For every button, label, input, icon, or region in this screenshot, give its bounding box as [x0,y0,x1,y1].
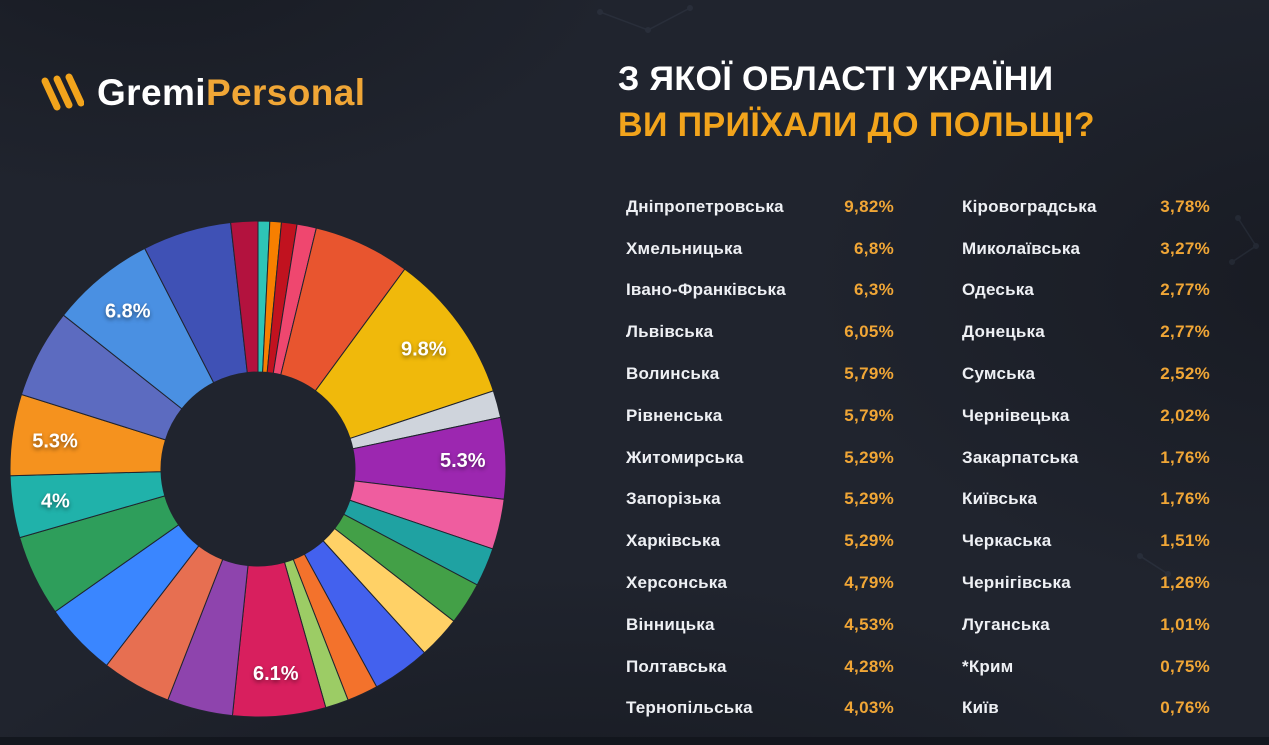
region-value: 2,77% [1160,322,1210,342]
region-value: 6,3% [854,280,894,300]
region-value: 6,05% [844,322,894,342]
region-row: Волинська 5,79% [626,353,894,395]
region-name: Хмельницька [626,238,743,258]
region-row: Херсонська 4,79% [626,562,894,604]
region-value: 3,78% [1160,196,1210,216]
region-name: Вінницька [626,614,715,634]
region-row: Рівненська 5,79% [626,395,894,437]
donut-segment-label: 5.3% [32,431,78,453]
region-name: Київська [962,489,1038,509]
donut-segment-label: 6.1% [253,663,299,685]
region-value: 4,79% [844,573,894,593]
region-name: Сумська [962,364,1036,384]
region-name: Закарпатська [962,447,1079,467]
regions-column-1: Дніпропетровська 9,82% Хмельницька 6,8% Іван… [626,186,894,729]
region-row: Тернопільська 4,03% [626,688,894,730]
region-value: 9,82% [844,196,894,216]
region-row: Львівська 6,05% [626,311,894,353]
region-row: Закарпатська 1,76% [962,437,1210,479]
region-row: Київська 1,76% [962,479,1210,521]
region-name: Кіровоградська [962,196,1097,216]
logo-text: GremiPersonal [97,72,365,114]
page-title-line2: ВИ ПРИЇХАЛИ ДО ПОЛЬЩІ? [618,106,1095,144]
donut-segment [230,220,259,374]
region-value: 2,02% [1160,405,1210,425]
page-title: З ЯКОЇ ОБЛАСТІ УКРАЇНИ ВИ ПРИЇХАЛИ ДО ПО… [618,58,1095,146]
region-value: 4,28% [844,656,894,676]
region-name: Черкаська [962,531,1052,551]
donut-segment-label: 5.3% [440,450,486,472]
region-name: Запорізька [626,489,721,509]
donut-segment-label: 6.8% [105,301,151,323]
region-value: 5,29% [844,447,894,467]
region-name: Чернівецька [962,405,1070,425]
region-row: Полтавська 4,28% [626,646,894,688]
region-name: Львівська [626,322,714,342]
region-value: 1,26% [1160,573,1210,593]
region-value: 4,03% [844,698,894,718]
region-value: 3,27% [1160,238,1210,258]
region-row: Сумська 2,52% [962,353,1210,395]
region-row: Дніпропетровська 9,82% [626,186,894,228]
region-name: Тернопільська [626,698,753,718]
logo-icon [41,73,84,111]
region-name: *Крим [962,656,1014,676]
region-value: 5,29% [844,489,894,509]
logo-text-gremi: Gremi [97,72,206,113]
region-row: Миколаївська 3,27% [962,228,1210,270]
region-name: Донецька [962,322,1045,342]
region-value: 5,29% [844,531,894,551]
region-name: Житомирська [626,447,744,467]
region-value: 2,77% [1160,280,1210,300]
region-row: Черкаська 1,51% [962,520,1210,562]
region-name: Рівненська [626,405,723,425]
region-value: 4,53% [844,614,894,634]
region-row: Вінницька 4,53% [626,604,894,646]
region-name: Херсонська [626,573,728,593]
region-value: 5,79% [844,405,894,425]
region-row: Запорізька 5,29% [626,479,894,521]
region-name: Київ [962,698,999,718]
region-value: 1,01% [1160,614,1210,634]
region-value: 1,76% [1160,489,1210,509]
logo: GremiPersonal [38,72,365,114]
region-row: Одеська 2,77% [962,270,1210,312]
region-row: Івано-Франківська 6,3% [626,270,894,312]
regions-column-2: Кіровоградська 3,78% Миколаївська 3,27% Одес… [962,186,1210,729]
donut-chart: 9.8% 5.3% 6.1% 4% 5.3% 6.8% [9,220,507,718]
region-row: Житомирська 5,29% [626,437,894,479]
region-name: Одеська [962,280,1035,300]
region-name: Луганська [962,614,1050,634]
region-value: 6,8% [854,238,894,258]
region-name: Дніпропетровська [626,196,784,216]
region-value: 5,79% [844,364,894,384]
regions-list: Дніпропетровська 9,82% Хмельницька 6,8% Іван… [626,186,1210,729]
donut-segment-label: 4% [41,490,70,512]
region-value: 0,76% [1160,698,1210,718]
region-row: Харківська 5,29% [626,520,894,562]
page-title-line1: З ЯКОЇ ОБЛАСТІ УКРАЇНИ [618,60,1054,98]
region-value: 1,76% [1160,447,1210,467]
region-name: Волинська [626,364,720,384]
region-value: 1,51% [1160,531,1210,551]
region-name: Миколаївська [962,238,1081,258]
region-row: Луганська 1,01% [962,604,1210,646]
region-value: 0,75% [1160,656,1210,676]
region-name: Харківська [626,531,721,551]
region-name: Івано-Франківська [626,280,786,300]
region-row: Донецька 2,77% [962,311,1210,353]
region-row: Київ 0,76% [962,688,1210,730]
donut-segment-label: 9.8% [401,338,447,360]
region-value: 2,52% [1160,364,1210,384]
region-row: *Крим 0,75% [962,646,1210,688]
logo-text-personal: Personal [205,72,366,113]
region-row: Чернівецька 2,02% [962,395,1210,437]
region-row: Кіровоградська 3,78% [962,186,1210,228]
region-name: Чернігівська [962,573,1071,593]
region-row: Чернігівська 1,26% [962,562,1210,604]
region-name: Полтавська [626,656,727,676]
region-row: Хмельницька 6,8% [626,228,894,270]
